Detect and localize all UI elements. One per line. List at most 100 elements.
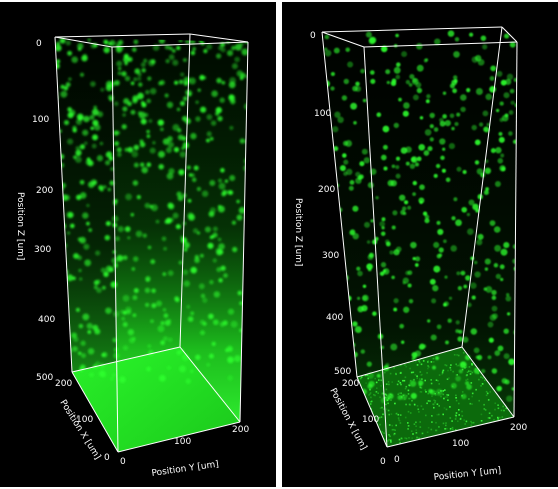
nucleus-dot xyxy=(411,352,418,358)
nucleus-dot xyxy=(72,128,77,133)
floor-speck xyxy=(378,441,380,444)
floor-speck xyxy=(396,412,398,415)
nucleus-dot xyxy=(506,73,514,81)
nucleus-dot xyxy=(67,107,72,112)
nucleus-dot xyxy=(484,127,490,133)
nucleus-dot xyxy=(343,159,349,165)
nucleus-dot xyxy=(200,106,207,113)
nucleus-dot xyxy=(489,76,495,81)
nucleus-dot xyxy=(458,369,463,374)
nucleus-dot xyxy=(131,150,139,158)
floor-speck xyxy=(485,394,488,397)
floor-speck xyxy=(482,428,485,431)
floor-speck xyxy=(374,416,376,419)
floor-speck xyxy=(370,396,372,399)
nucleus-dot xyxy=(409,163,416,169)
floor-speck xyxy=(470,370,472,373)
floor-speck xyxy=(433,406,435,409)
floor-speck xyxy=(445,422,447,424)
nucleus-dot xyxy=(453,51,460,58)
floor-speck xyxy=(427,365,429,367)
nucleus-dot xyxy=(81,353,86,359)
nucleus-dot xyxy=(172,212,179,219)
floor-speck xyxy=(469,402,472,405)
floor-speck xyxy=(451,420,453,422)
nucleus-dot xyxy=(497,158,504,164)
nucleus-dot xyxy=(333,212,340,220)
nucleus-dot xyxy=(158,163,164,170)
nucleus-dot xyxy=(239,328,244,333)
nucleus-dot xyxy=(121,71,127,77)
floor-speck xyxy=(452,370,454,373)
y-axis-ticks-left: 0 100 200 xyxy=(120,425,249,467)
floor-speck xyxy=(399,450,401,452)
floor-speck xyxy=(465,420,468,423)
nucleus-dot xyxy=(359,161,365,167)
nucleus-dot xyxy=(486,122,490,127)
floor-speck xyxy=(470,382,473,384)
nucleus-dot xyxy=(393,298,399,304)
nucleus-dot xyxy=(403,102,410,109)
nucleus-dot xyxy=(191,177,197,183)
floor-speck xyxy=(518,360,520,362)
floor-speck xyxy=(362,404,365,407)
floor-speck xyxy=(420,405,423,407)
nucleus-dot xyxy=(66,211,73,219)
nucleus-dot xyxy=(148,119,153,123)
nucleus-dot xyxy=(504,78,512,86)
nucleus-dot xyxy=(398,97,402,102)
floor-speck xyxy=(394,402,396,405)
nucleus-dot xyxy=(352,321,358,327)
nucleus-dot xyxy=(103,185,107,189)
nucleus-dot xyxy=(416,156,422,162)
floor-speck xyxy=(457,420,459,422)
nucleus-dot xyxy=(187,316,194,322)
nucleus-dot xyxy=(209,207,216,214)
nucleus-dot xyxy=(209,280,214,285)
nucleus-dot xyxy=(190,311,195,316)
floor-speck xyxy=(385,394,388,396)
floor-speck xyxy=(418,411,420,413)
floor-speck xyxy=(468,366,471,368)
floor-speck xyxy=(455,416,457,418)
floor-speck xyxy=(442,413,444,416)
floor-speck xyxy=(445,408,448,411)
nucleus-dot xyxy=(66,231,71,235)
nucleus-dot xyxy=(460,106,466,113)
floor-speck xyxy=(431,421,433,423)
nucleus-dot xyxy=(196,186,202,192)
floor-speck xyxy=(409,412,412,414)
nucleus-dot xyxy=(461,206,468,213)
nucleus-dot xyxy=(410,392,417,400)
nucleus-dot xyxy=(339,165,346,172)
floor-speck xyxy=(412,444,414,447)
nucleus-dot xyxy=(124,147,129,152)
nucleus-dot xyxy=(407,283,412,288)
nucleus-dot xyxy=(143,58,148,63)
nucleus-dot xyxy=(91,143,97,149)
nucleus-dot xyxy=(409,74,415,80)
nucleus-dot xyxy=(164,44,170,50)
nucleus-dot xyxy=(372,311,377,316)
nucleus-dot xyxy=(122,322,128,327)
nucleus-dot xyxy=(183,81,189,86)
floor-speck xyxy=(381,431,383,433)
nucleus-dot xyxy=(133,39,139,45)
floor-speck xyxy=(445,436,447,439)
y-tick-label: 200 xyxy=(510,423,527,433)
nucleus-dot xyxy=(410,241,417,249)
floor-speck xyxy=(515,443,517,445)
nucleus-dot xyxy=(342,153,347,158)
nucleus-dot xyxy=(82,129,89,136)
nucleus-dot xyxy=(127,236,131,240)
x-axis-ticks-left: 200 100 0 xyxy=(55,379,110,463)
floor-speck xyxy=(382,408,385,410)
floor-speck xyxy=(511,443,514,446)
floor-speck xyxy=(396,383,399,386)
nucleus-dot xyxy=(429,112,435,119)
nucleus-dot xyxy=(146,366,151,372)
nucleus-dot xyxy=(144,287,151,293)
floor-speck xyxy=(454,418,457,420)
nucleus-dot xyxy=(380,397,387,404)
floor-speck xyxy=(458,433,461,436)
